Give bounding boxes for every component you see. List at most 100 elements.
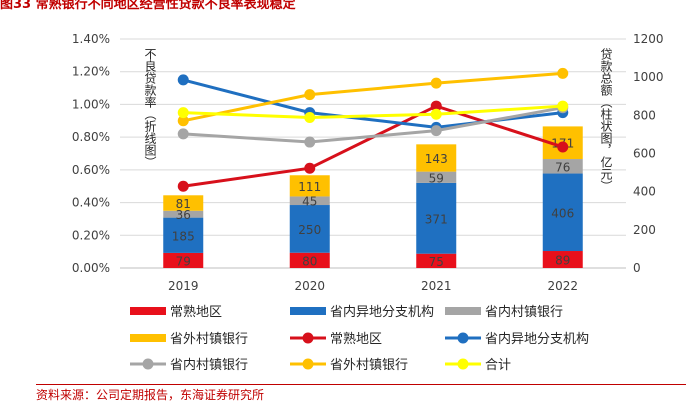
legend-label: 省内异地分支机构: [485, 331, 589, 347]
legend-marker: [302, 358, 314, 370]
bar-segment: [163, 195, 204, 211]
line-point: [430, 100, 442, 112]
line-point: [557, 141, 569, 153]
left-axis-ticks: 0.00% 0.20% 0.40% 0.60% 0.80% 1.00% 1.20% 1.40%: [72, 32, 110, 275]
line-point: [430, 77, 442, 89]
bar-segment: [289, 175, 330, 197]
line-point: [177, 128, 189, 140]
legend-swatch: [445, 307, 481, 315]
line-series: [177, 100, 569, 124]
legend-item: 合计: [445, 358, 511, 373]
category-label: 2022: [547, 279, 578, 293]
legend-label: 省外村镇银行: [330, 358, 408, 373]
chart: 0.00% 0.20% 0.40% 0.60% 0.80% 1.00% 1.20% 1.40%…: [72, 32, 664, 373]
legend-label: 省内村镇银行: [170, 357, 248, 373]
source-note: 资料来源：公司定期报告，东海证券研究所: [36, 388, 265, 402]
left-tick-label: 0.20%: [72, 228, 110, 242]
legend-marker: [457, 332, 469, 344]
legend-marker: [142, 358, 154, 370]
legend-marker: [457, 358, 469, 370]
legend-item: 常熟地区: [130, 304, 222, 320]
series-line: [182, 78, 563, 129]
bar-value-label: 59: [429, 171, 444, 185]
bar-segment: [542, 251, 583, 268]
bar-value-label: 79: [176, 254, 191, 268]
series-line: [182, 71, 563, 123]
bar-segment: [163, 210, 204, 218]
left-tick-label: 0.40%: [72, 196, 110, 210]
bar-segment: [289, 205, 330, 253]
legend-label: 合计: [485, 358, 511, 373]
line-series: [177, 74, 569, 133]
legend-label: 常熟地区: [330, 331, 382, 347]
legend-item: 省内异地分支机构: [445, 331, 589, 347]
category-label: 2020: [294, 279, 325, 293]
right-tick-label: 800: [633, 108, 656, 122]
bar-value-label: 89: [555, 254, 570, 268]
bar-value-label: 45: [302, 195, 317, 209]
left-tick-label: 1.00%: [72, 97, 110, 111]
right-tick-label: 1000: [633, 70, 664, 84]
bar-value-label: 80: [302, 254, 317, 268]
legend-item: 省内村镇银行: [445, 304, 563, 320]
bar-value-label: 75: [429, 255, 444, 269]
bar-segment: [163, 252, 204, 268]
category-label: 2019: [168, 279, 199, 293]
source-divider: [36, 384, 686, 385]
axis-title: 不良贷款率（折线图）: [143, 48, 157, 168]
line-point: [430, 125, 442, 137]
series-line: [183, 106, 564, 144]
bar-segment: [542, 173, 583, 252]
legend-item: 省外村镇银行: [130, 332, 248, 347]
line-series: [177, 67, 569, 127]
legend-item: 省内异地分支机构: [290, 304, 434, 320]
line-point: [177, 74, 189, 86]
bar-segment: [289, 252, 330, 268]
bar-series: [163, 126, 583, 268]
line-point: [177, 115, 189, 127]
bar-segment: [416, 253, 457, 268]
legend-swatch: [130, 334, 166, 342]
legend-swatch: [130, 307, 166, 315]
right-tick-label: 600: [633, 147, 656, 161]
bar-value-label: 81: [176, 197, 191, 211]
bar-value-label: 250: [298, 223, 321, 237]
right-tick-label: 200: [633, 223, 656, 237]
category-label: 2021: [421, 279, 452, 293]
bar-segment: [416, 171, 457, 183]
legend-swatch: [290, 307, 326, 315]
legend-label: 省内村镇银行: [485, 304, 563, 320]
right-axis-ticks: 0 200 400 600 800 1000 1200: [633, 32, 664, 275]
bar-value-label: 143: [425, 152, 448, 166]
line-point: [304, 112, 316, 124]
legend-label: 省内异地分支机构: [330, 304, 434, 320]
legend-label: 省外村镇银行: [170, 332, 248, 347]
bar-value-label: 406: [551, 206, 574, 220]
left-tick-label: 1.40%: [72, 32, 110, 46]
bar-value-label: 36: [176, 208, 191, 222]
left-tick-label: 1.20%: [72, 65, 110, 79]
line-point: [304, 136, 316, 148]
left-tick-label: 0.00%: [72, 261, 110, 275]
line-series: [177, 67, 569, 192]
right-tick-label: 0: [633, 261, 641, 275]
bar-value-label: 111: [298, 180, 321, 194]
line-point: [177, 180, 189, 192]
right-tick-label: 400: [633, 185, 656, 199]
line-point: [304, 89, 316, 101]
bar-segment: [163, 217, 204, 253]
line-point: [430, 108, 442, 120]
figure-title: 图33 常熟银行不同地区经营性贷款不良率表现稳定: [0, 0, 296, 12]
legend-item: 省外村镇银行: [290, 358, 408, 373]
line-point: [177, 107, 189, 119]
line-point: [557, 100, 569, 112]
bar-value-label: 371: [425, 212, 448, 226]
line-series: [177, 102, 569, 148]
bar-segment: [416, 182, 457, 254]
series-line: [183, 104, 563, 120]
bar-segment: [416, 144, 457, 172]
left-tick-label: 0.80%: [72, 130, 110, 144]
line-point: [304, 162, 316, 174]
legend-label: 常熟地区: [170, 304, 222, 320]
legend-item: 省内村镇银行: [130, 357, 248, 373]
